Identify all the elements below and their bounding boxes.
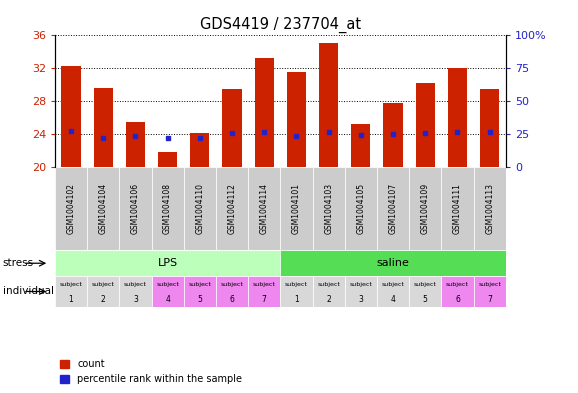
Bar xyxy=(94,88,113,167)
Text: individual: individual xyxy=(3,286,54,296)
Text: GSM1004108: GSM1004108 xyxy=(163,183,172,234)
Text: subject: subject xyxy=(446,282,469,287)
Text: 3: 3 xyxy=(133,295,138,304)
Text: subject: subject xyxy=(156,282,179,287)
Bar xyxy=(313,167,344,250)
Bar xyxy=(280,250,506,276)
Title: GDS4419 / 237704_at: GDS4419 / 237704_at xyxy=(200,17,361,33)
Bar xyxy=(119,276,151,307)
Bar xyxy=(473,276,506,307)
Text: 5: 5 xyxy=(423,295,428,304)
Text: subject: subject xyxy=(124,282,147,287)
Text: 1: 1 xyxy=(294,295,299,304)
Text: 1: 1 xyxy=(69,295,73,304)
Bar xyxy=(55,276,87,307)
Text: GSM1004103: GSM1004103 xyxy=(324,183,333,234)
Bar xyxy=(473,167,506,250)
Text: subject: subject xyxy=(253,282,276,287)
Bar xyxy=(313,276,344,307)
Bar xyxy=(319,43,338,167)
Bar xyxy=(344,167,377,250)
Text: subject: subject xyxy=(414,282,437,287)
Text: GSM1004112: GSM1004112 xyxy=(228,183,236,234)
Text: GSM1004111: GSM1004111 xyxy=(453,183,462,234)
Bar xyxy=(158,152,177,167)
Bar xyxy=(61,66,81,167)
Bar xyxy=(280,276,313,307)
Text: GSM1004109: GSM1004109 xyxy=(421,183,429,234)
Text: GSM1004101: GSM1004101 xyxy=(292,183,301,234)
Bar xyxy=(480,89,499,167)
Text: GSM1004102: GSM1004102 xyxy=(66,183,76,234)
Bar xyxy=(87,276,119,307)
Text: 4: 4 xyxy=(165,295,170,304)
Legend: count, percentile rank within the sample: count, percentile rank within the sample xyxy=(60,359,242,384)
Text: 6: 6 xyxy=(455,295,460,304)
Text: 7: 7 xyxy=(262,295,266,304)
Text: LPS: LPS xyxy=(158,258,177,268)
Text: 6: 6 xyxy=(229,295,235,304)
Text: subject: subject xyxy=(60,282,83,287)
Bar xyxy=(223,89,242,167)
Text: subject: subject xyxy=(188,282,212,287)
Bar xyxy=(184,167,216,250)
Text: GSM1004113: GSM1004113 xyxy=(485,183,494,234)
Bar xyxy=(409,276,442,307)
Bar xyxy=(119,167,151,250)
Bar xyxy=(126,122,145,167)
Text: GSM1004105: GSM1004105 xyxy=(357,183,365,234)
Bar xyxy=(442,167,473,250)
Bar xyxy=(377,167,409,250)
Bar xyxy=(216,276,248,307)
Text: GSM1004114: GSM1004114 xyxy=(260,183,269,234)
Bar xyxy=(216,167,248,250)
Bar xyxy=(184,276,216,307)
Text: 2: 2 xyxy=(101,295,106,304)
Bar xyxy=(448,68,467,167)
Bar xyxy=(409,167,442,250)
Bar xyxy=(55,167,87,250)
Bar xyxy=(442,276,473,307)
Bar xyxy=(254,59,274,167)
Text: GSM1004107: GSM1004107 xyxy=(388,183,398,234)
Text: 2: 2 xyxy=(326,295,331,304)
Text: 7: 7 xyxy=(487,295,492,304)
Text: subject: subject xyxy=(221,282,243,287)
Text: GSM1004106: GSM1004106 xyxy=(131,183,140,234)
Text: subject: subject xyxy=(349,282,372,287)
Text: 4: 4 xyxy=(391,295,395,304)
Text: subject: subject xyxy=(92,282,114,287)
Bar xyxy=(248,276,280,307)
Text: 5: 5 xyxy=(197,295,202,304)
Bar xyxy=(416,83,435,167)
Bar xyxy=(344,276,377,307)
Text: subject: subject xyxy=(381,282,405,287)
Text: GSM1004110: GSM1004110 xyxy=(195,183,204,234)
Bar xyxy=(248,167,280,250)
Bar xyxy=(280,167,313,250)
Bar xyxy=(351,123,370,167)
Text: GSM1004104: GSM1004104 xyxy=(99,183,108,234)
Text: subject: subject xyxy=(478,282,501,287)
Bar xyxy=(151,167,184,250)
Text: 3: 3 xyxy=(358,295,364,304)
Text: subject: subject xyxy=(285,282,308,287)
Bar xyxy=(87,167,119,250)
Text: saline: saline xyxy=(377,258,409,268)
Bar xyxy=(383,103,403,167)
Text: stress: stress xyxy=(3,258,34,268)
Bar xyxy=(55,250,280,276)
Bar xyxy=(190,132,209,167)
Text: subject: subject xyxy=(317,282,340,287)
Bar xyxy=(151,276,184,307)
Bar xyxy=(287,72,306,167)
Bar xyxy=(377,276,409,307)
